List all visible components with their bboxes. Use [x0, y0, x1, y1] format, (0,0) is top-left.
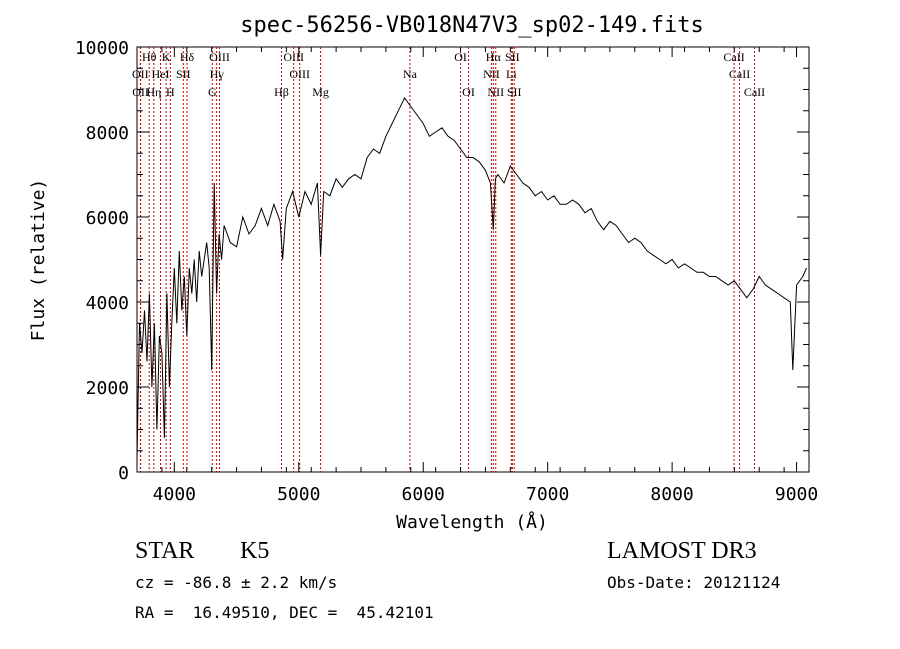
chart-title: spec-56256-VB018N47V3_sp02-149.fits [240, 13, 704, 38]
y-tick-label: 10000 [75, 38, 129, 59]
spectral-line-label: K [162, 50, 171, 64]
spectral-line-label: Mg [312, 85, 329, 99]
spectral-line-label: Hδ [180, 50, 195, 64]
spectrum-chart: spec-56256-VB018N47V3_sp02-149.fits Hθ K H… [28, 13, 818, 533]
x-tick-label: 8000 [650, 484, 693, 505]
spectral-line-label: HeI [152, 67, 170, 81]
spectral-line-label: Hθ [142, 50, 157, 64]
survey-name: LAMOST DR3 [607, 538, 757, 564]
spectral-line-label: OI [454, 50, 467, 64]
coordinates-readout: RA = 16.49510, DEC = 45.42101 [135, 603, 434, 622]
x-tick-label: 7000 [526, 484, 569, 505]
spectral-line-label: SII [507, 85, 522, 99]
y-tick-label: 8000 [86, 123, 129, 144]
spectral-line-label: Hα [486, 50, 502, 64]
velocity-readout: cz = -86.8 ± 2.2 km/s [135, 573, 338, 592]
plot-frame [136, 46, 810, 473]
x-axis-label: Wavelength (Å) [396, 511, 548, 533]
spectrum-series-line [136, 97, 807, 460]
y-tick-label: 6000 [86, 208, 129, 229]
x-tick-label: 4000 [153, 484, 196, 505]
spectral-line-label: OII [132, 67, 149, 81]
spectral-line-label: NII [483, 67, 500, 81]
x-axis: 4000 5000 6000 7000 8000 9000 [136, 47, 818, 505]
spectral-line-label: OIII [283, 50, 304, 64]
x-tick-label: 6000 [402, 484, 445, 505]
spectral-line-label: SII [176, 67, 191, 81]
spectral-line-label: SII [505, 50, 520, 64]
y-tick-label: 4000 [86, 293, 129, 314]
object-class: STAR [135, 538, 195, 564]
spectral-line-label: CaII [729, 67, 750, 81]
spectral-line-label: OIII [289, 67, 310, 81]
spectral-line-label: CaII [744, 85, 765, 99]
spectral-line-label: G [208, 85, 217, 99]
spectral-line-label: OI [462, 85, 475, 99]
spectral-line-label: NII [487, 85, 504, 99]
spectral-line-label: Hγ [210, 67, 225, 81]
spectral-line-label: Hη [146, 85, 161, 99]
spectral-line-label: Na [403, 67, 418, 81]
y-axis: 0 2000 4000 6000 8000 10000 [75, 38, 809, 484]
y-tick-label: 2000 [86, 378, 129, 399]
object-subclass: K5 [240, 538, 270, 564]
spectral-line-markers [139, 47, 755, 472]
spectral-line-label: CaII [723, 50, 744, 64]
spectral-line-label: OII [132, 85, 149, 99]
spectral-line-label: H [166, 85, 175, 99]
x-tick-label: 9000 [775, 484, 818, 505]
x-tick-label: 5000 [277, 484, 320, 505]
observation-date: Obs-Date: 20121124 [607, 573, 781, 592]
spectral-line-label: Hβ [274, 85, 289, 99]
spectral-line-label: OIII [209, 50, 230, 64]
y-axis-label: Flux (relative) [28, 179, 49, 342]
spectral-line-label: Li [506, 67, 517, 81]
y-tick-label: 0 [118, 463, 129, 484]
